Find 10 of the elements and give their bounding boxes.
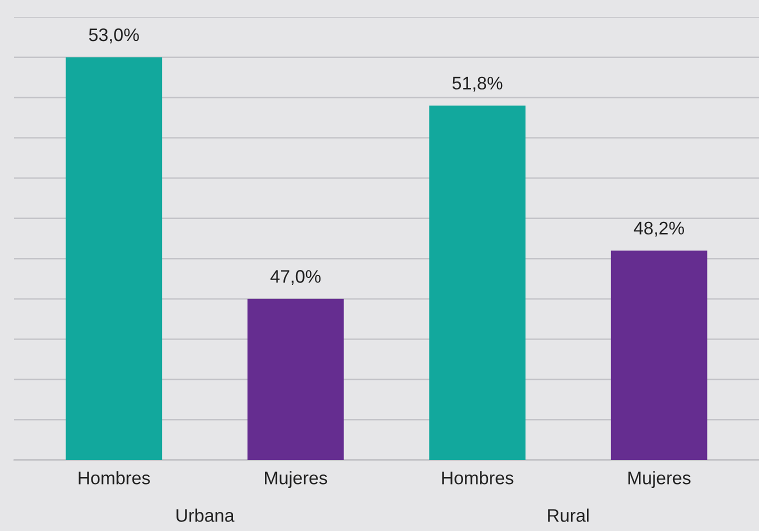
data-label: 53,0% [89, 28, 139, 44]
x-tick-label: Hombres [442, 471, 514, 484]
data-label: 47,0% [270, 270, 321, 285]
data-label: 51,8% [452, 76, 502, 92]
text: Urbana [176, 508, 234, 522]
x-tick-label: Hombres [78, 471, 150, 484]
data-label: 48,2% [634, 222, 684, 237]
x-tick-label: Mujeres [265, 471, 328, 488]
x-tick-label: Mujeres [628, 471, 691, 488]
text: Rural [548, 508, 589, 522]
